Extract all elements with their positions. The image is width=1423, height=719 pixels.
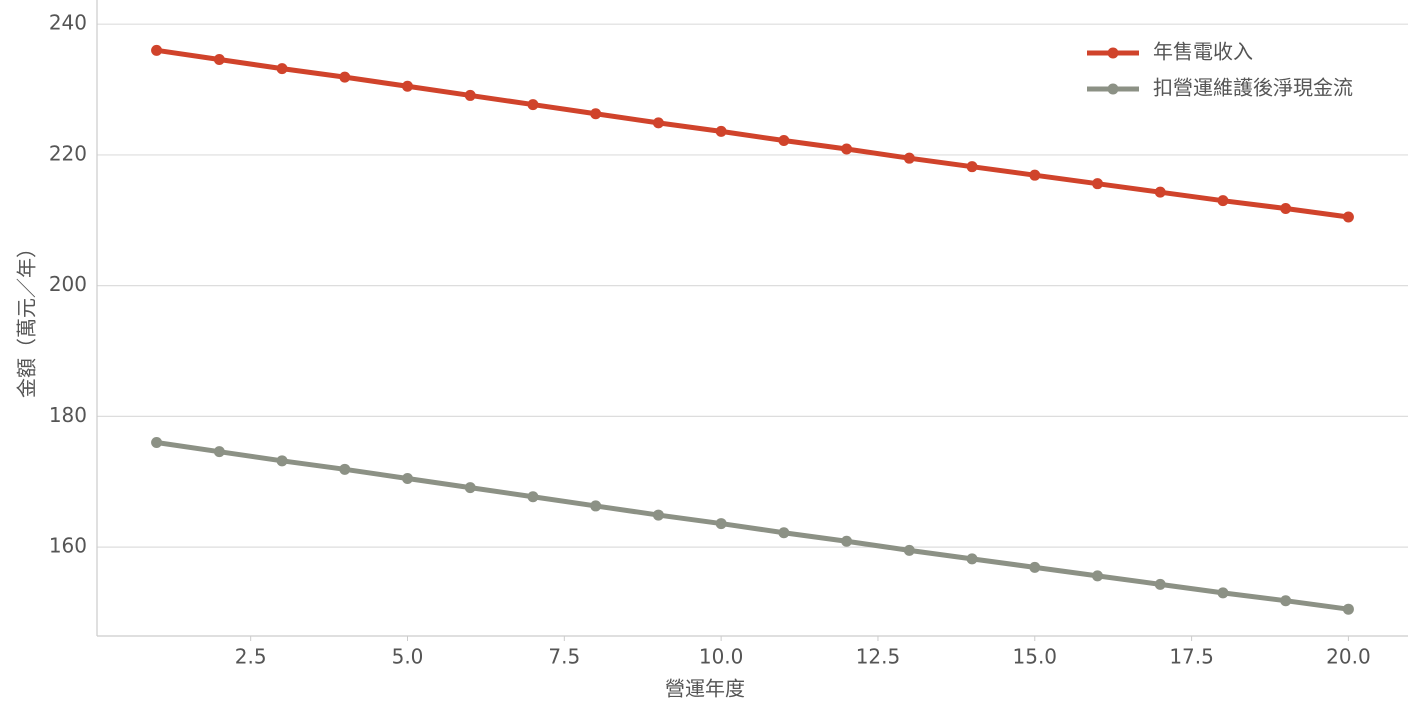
x-tick-label: 2.5 bbox=[235, 645, 267, 669]
point bbox=[1217, 587, 1229, 599]
point bbox=[1280, 203, 1292, 215]
point bbox=[339, 463, 351, 475]
point bbox=[778, 527, 790, 539]
x-tick-label: 10.0 bbox=[699, 645, 744, 669]
legend-marker bbox=[1107, 83, 1119, 95]
point bbox=[841, 535, 853, 547]
legend-label: 年售電收入 bbox=[1153, 40, 1253, 64]
x-tick-label: 7.5 bbox=[548, 645, 580, 669]
point bbox=[841, 143, 853, 155]
point bbox=[276, 63, 288, 75]
x-tick-label: 15.0 bbox=[1013, 645, 1058, 669]
point bbox=[966, 553, 978, 565]
point bbox=[527, 491, 539, 503]
x-axis-label: 營運年度 bbox=[665, 677, 745, 701]
point bbox=[1092, 178, 1103, 190]
point bbox=[276, 455, 288, 467]
point bbox=[715, 518, 727, 530]
point bbox=[213, 446, 225, 458]
point bbox=[903, 152, 915, 164]
point bbox=[590, 108, 602, 120]
line bbox=[156, 440, 1349, 612]
point bbox=[1342, 603, 1354, 615]
y-tick-label: 220 bbox=[49, 141, 87, 165]
point bbox=[1280, 595, 1292, 607]
point bbox=[151, 437, 163, 449]
legend-marker bbox=[1107, 47, 1119, 59]
point bbox=[151, 44, 163, 56]
y-axis-label: 金額（萬元／年） bbox=[15, 238, 39, 398]
point bbox=[966, 161, 978, 173]
point bbox=[903, 544, 915, 556]
point bbox=[213, 53, 225, 65]
x-tick-label: 20.0 bbox=[1326, 645, 1371, 669]
point bbox=[652, 117, 664, 129]
point bbox=[1029, 561, 1041, 573]
y-tick-label: 240 bbox=[49, 11, 87, 35]
legend-label: 扣營運維護後淨現金流 bbox=[1153, 76, 1353, 100]
point bbox=[1217, 195, 1229, 207]
x-tick-label: 17.5 bbox=[1169, 645, 1214, 669]
y-tick-label: 200 bbox=[49, 272, 87, 296]
point bbox=[715, 125, 727, 137]
point bbox=[339, 71, 351, 83]
point bbox=[1154, 578, 1166, 590]
line bbox=[156, 47, 1349, 220]
point bbox=[1029, 169, 1041, 181]
point bbox=[652, 509, 664, 521]
point bbox=[402, 80, 413, 92]
point bbox=[464, 89, 476, 101]
point bbox=[1092, 570, 1103, 582]
y-tick-label: 160 bbox=[49, 534, 87, 558]
x-tick-label: 12.5 bbox=[856, 645, 901, 669]
point bbox=[464, 482, 476, 494]
point bbox=[590, 500, 602, 512]
y-tick-label: 180 bbox=[49, 403, 87, 427]
point bbox=[1342, 211, 1354, 223]
x-tick-label: 5.0 bbox=[392, 645, 424, 669]
point bbox=[778, 135, 790, 147]
point bbox=[527, 99, 539, 111]
point bbox=[402, 472, 413, 484]
point bbox=[1154, 186, 1166, 198]
